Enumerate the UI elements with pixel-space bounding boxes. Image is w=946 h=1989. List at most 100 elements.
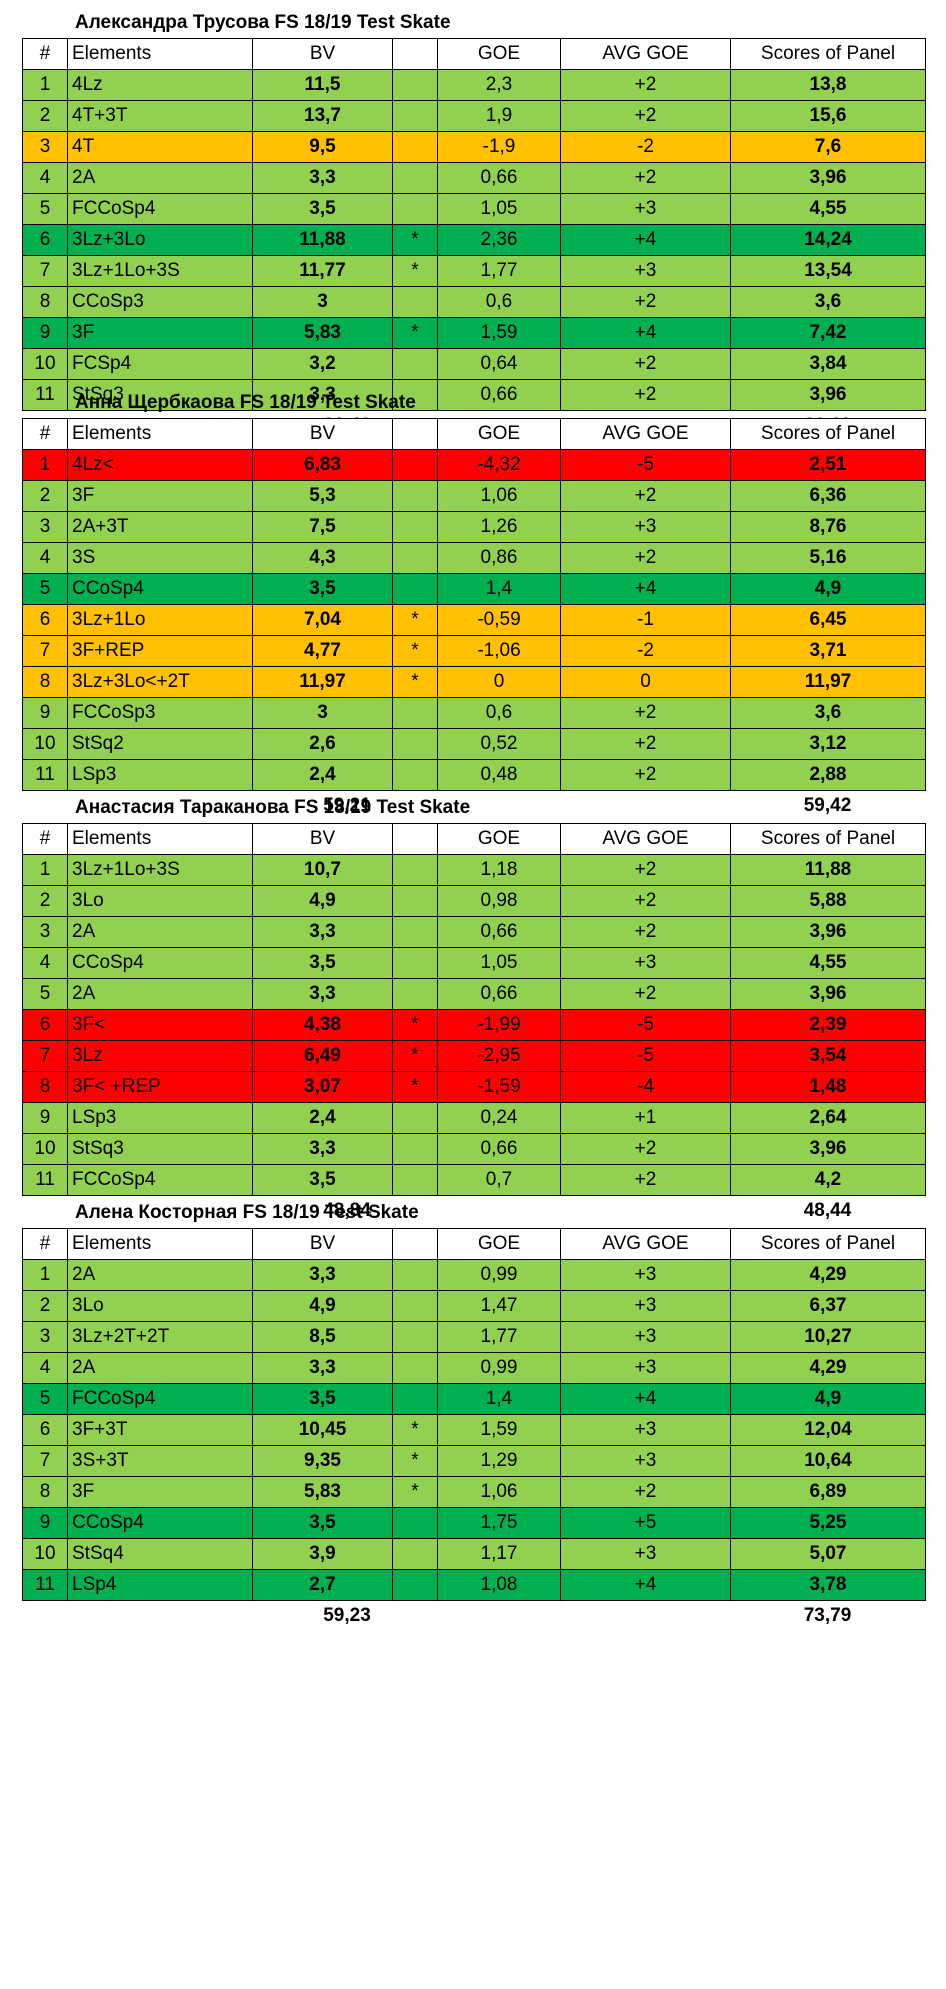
element-code: 3F+REP	[67, 635, 253, 667]
header-star-blank	[392, 418, 438, 450]
avg-goe-value: +3	[560, 1538, 731, 1570]
base-value: 6,83	[252, 449, 393, 481]
table-row: 10 StSq4 3,9 1,17 +3 5,07	[22, 1538, 926, 1570]
goe-value: 0,7	[437, 1164, 561, 1196]
element-code: 2A	[67, 1259, 253, 1291]
bonus-star	[392, 728, 438, 760]
avg-goe-value: +2	[560, 100, 731, 132]
header-num: #	[22, 38, 68, 70]
header-avg-goe: AVG GOE	[560, 1228, 731, 1260]
panel-score: 3,6	[730, 697, 926, 729]
header-bv: BV	[252, 823, 393, 855]
element-code: CCoSp4	[67, 947, 253, 979]
row-number: 3	[22, 916, 68, 948]
element-code: 4Lz	[67, 69, 253, 101]
table-row: 5 FCCoSp4 3,5 1,05 +3 4,55	[22, 193, 926, 225]
goe-value: 1,29	[437, 1445, 561, 1477]
panel-score: 6,45	[730, 604, 926, 636]
row-number: 5	[22, 573, 68, 605]
row-number: 8	[22, 1476, 68, 1508]
goe-value: 0,66	[437, 1133, 561, 1165]
avg-goe-value: +2	[560, 348, 731, 380]
avg-goe-value: +4	[560, 1569, 731, 1601]
avg-goe-value: +2	[560, 286, 731, 318]
avg-goe-value: +2	[560, 759, 731, 791]
panel-score: 5,88	[730, 885, 926, 917]
row-number: 9	[22, 697, 68, 729]
row-number: 8	[22, 286, 68, 318]
element-code: 3Lz+3Lo<+2T	[67, 666, 253, 698]
sheet-title: Алена Косторная FS 18/19 Test Skate	[75, 1202, 419, 1223]
header-avg-goe: AVG GOE	[560, 418, 731, 450]
row-number: 1	[22, 69, 68, 101]
avg-goe-value: +2	[560, 697, 731, 729]
base-value: 4,3	[252, 542, 393, 574]
header-num: #	[22, 823, 68, 855]
panel-score: 1,48	[730, 1071, 926, 1103]
goe-value: 0,64	[437, 348, 561, 380]
row-number: 3	[22, 511, 68, 543]
base-value: 3	[252, 697, 393, 729]
panel-score: 2,88	[730, 759, 926, 791]
base-value: 5,3	[252, 480, 393, 512]
bonus-star	[392, 1290, 438, 1322]
row-number: 11	[22, 379, 68, 411]
base-value: 2,6	[252, 728, 393, 760]
avg-goe-value: +4	[560, 224, 731, 256]
bonus-star	[392, 573, 438, 605]
goe-value: 0	[437, 666, 561, 698]
base-value: 4,77	[252, 635, 393, 667]
avg-goe-value: +3	[560, 1321, 731, 1353]
table-row: 6 3F< 4,38 * -1,99 -5 2,39	[22, 1009, 926, 1041]
base-value: 4,9	[252, 885, 393, 917]
goe-value: 0,6	[437, 286, 561, 318]
table-header-row: # Elements BV GOE AVG GOE Scores of Panel	[22, 1228, 926, 1260]
table-row: 9 LSp3 2,4 0,24 +1 2,64	[22, 1102, 926, 1134]
element-code: 3S+3T	[67, 1445, 253, 1477]
table-row: 1 3Lz+1Lo+3S 10,7 1,18 +2 11,88	[22, 854, 926, 886]
header-scores-of-panel: Scores of Panel	[730, 38, 926, 70]
base-value: 4,9	[252, 1290, 393, 1322]
bonus-star	[392, 759, 438, 791]
header-bv: BV	[252, 1228, 393, 1260]
avg-goe-value: +3	[560, 511, 731, 543]
bonus-star: *	[392, 1476, 438, 1508]
element-code: 4T+3T	[67, 100, 253, 132]
avg-goe-value: +4	[560, 1383, 731, 1415]
table-row: 6 3Lz+3Lo 11,88 * 2,36 +4 14,24	[22, 224, 926, 256]
header-avg-goe: AVG GOE	[560, 38, 731, 70]
table-row: 5 CCoSp4 3,5 1,4 +4 4,9	[22, 573, 926, 605]
panel-score: 6,36	[730, 480, 926, 512]
header-star-blank	[392, 1228, 438, 1260]
base-value: 2,4	[252, 759, 393, 791]
table-row: 10 FCSp4 3,2 0,64 +2 3,84	[22, 348, 926, 380]
base-value: 8,5	[252, 1321, 393, 1353]
base-value: 4,38	[252, 1009, 393, 1041]
panel-score: 3,6	[730, 286, 926, 318]
header-num: #	[22, 418, 68, 450]
header-star-blank	[392, 823, 438, 855]
goe-value: 0,66	[437, 916, 561, 948]
panel-score: 6,89	[730, 1476, 926, 1508]
goe-value: -1,59	[437, 1071, 561, 1103]
goe-value: 1,08	[437, 1569, 561, 1601]
element-code: LSp3	[67, 759, 253, 791]
panel-score: 10,27	[730, 1321, 926, 1353]
row-number: 4	[22, 1352, 68, 1384]
goe-value: -2,95	[437, 1040, 561, 1072]
avg-goe-value: +3	[560, 1352, 731, 1384]
header-elements: Elements	[67, 418, 253, 450]
goe-value: 1,77	[437, 255, 561, 287]
row-number: 5	[22, 978, 68, 1010]
panel-score: 4,55	[730, 947, 926, 979]
element-code: LSp4	[67, 1569, 253, 1601]
bonus-star	[392, 697, 438, 729]
panel-score: 4,29	[730, 1259, 926, 1291]
base-value: 3,9	[252, 1538, 393, 1570]
element-code: StSq2	[67, 728, 253, 760]
elements-table: # Elements BV GOE AVG GOE Scores of Panel 1 4Lz…	[22, 38, 926, 411]
table-row: 7 3Lz 6,49 * -2,95 -5 3,54	[22, 1040, 926, 1072]
avg-goe-value: +3	[560, 255, 731, 287]
panel-score: 8,76	[730, 511, 926, 543]
panel-score: 3,78	[730, 1569, 926, 1601]
